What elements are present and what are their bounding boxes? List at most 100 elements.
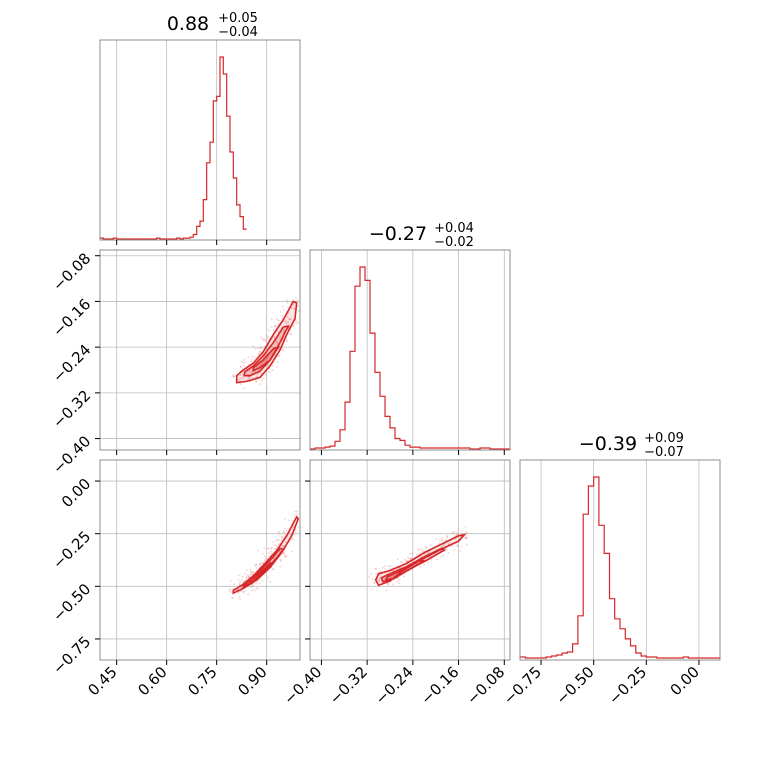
sample-point bbox=[245, 577, 248, 580]
sample-point bbox=[240, 365, 242, 368]
sample-point bbox=[260, 347, 263, 349]
sample-point bbox=[228, 588, 231, 591]
sample-point bbox=[280, 560, 282, 563]
panel-frame-0-1 bbox=[99, 249, 301, 451]
sample-point bbox=[271, 364, 274, 367]
y-tick-label-1-3: −0.16 bbox=[49, 295, 94, 340]
sample-point bbox=[255, 379, 258, 382]
sample-point bbox=[247, 376, 250, 379]
x-tick-label-0-3: 0.90 bbox=[234, 663, 270, 699]
sample-point bbox=[436, 558, 438, 561]
sample-point bbox=[285, 541, 287, 544]
sample-point bbox=[290, 333, 292, 335]
sample-point bbox=[251, 355, 254, 357]
sample-point bbox=[274, 544, 277, 546]
sample-point bbox=[273, 336, 276, 339]
sample-point bbox=[271, 369, 274, 372]
sample-point bbox=[286, 529, 288, 532]
sample-point bbox=[418, 553, 421, 555]
sample-point bbox=[430, 558, 433, 561]
panel-frame-hist-0 bbox=[99, 39, 301, 241]
sample-point bbox=[264, 340, 267, 342]
sample-point bbox=[297, 526, 299, 529]
sample-point bbox=[410, 558, 412, 560]
sample-point bbox=[411, 557, 413, 560]
sample-point bbox=[255, 567, 258, 569]
param-error-minus-2: −0.07 bbox=[644, 445, 684, 460]
sample-point bbox=[464, 526, 467, 528]
x-tick-label-0-2: 0.75 bbox=[184, 663, 220, 699]
sample-point bbox=[239, 590, 242, 593]
histogram-0 bbox=[100, 56, 247, 240]
sample-point bbox=[274, 325, 277, 328]
sample-point bbox=[258, 563, 261, 566]
sample-point bbox=[456, 544, 459, 547]
sample-point bbox=[374, 567, 377, 570]
sample-point bbox=[231, 596, 233, 599]
sample-point bbox=[402, 575, 405, 578]
sample-point bbox=[403, 558, 406, 561]
sample-point bbox=[232, 597, 235, 600]
sample-point bbox=[266, 335, 269, 338]
x-tick-label-2-1: −0.50 bbox=[552, 663, 597, 708]
sample-point bbox=[250, 371, 253, 374]
sample-point bbox=[368, 576, 370, 578]
sample-point bbox=[257, 347, 259, 350]
sample-point bbox=[237, 574, 240, 577]
sample-point bbox=[281, 348, 284, 351]
sample-point bbox=[276, 545, 278, 547]
sample-point bbox=[281, 535, 283, 538]
sample-point bbox=[255, 587, 258, 589]
sample-point bbox=[285, 320, 287, 323]
sample-point bbox=[383, 577, 386, 580]
sample-point bbox=[255, 582, 257, 585]
sample-point bbox=[278, 539, 281, 541]
sample-point bbox=[378, 578, 381, 581]
param-title-0: 0.88 bbox=[167, 13, 209, 35]
sample-point bbox=[292, 324, 295, 327]
sample-point bbox=[242, 580, 245, 583]
sample-point bbox=[258, 351, 261, 353]
sample-point bbox=[278, 319, 280, 322]
sample-point bbox=[268, 552, 270, 554]
sample-point bbox=[251, 571, 254, 574]
sample-point bbox=[264, 555, 266, 558]
sample-point bbox=[286, 315, 288, 318]
sample-point bbox=[429, 544, 432, 547]
sample-point bbox=[425, 546, 428, 549]
sample-point bbox=[277, 543, 280, 546]
sample-point bbox=[283, 328, 285, 331]
sample-point bbox=[243, 387, 245, 390]
panel-frame-1-2 bbox=[309, 459, 511, 661]
sample-point bbox=[277, 330, 280, 333]
sample-point bbox=[441, 545, 444, 548]
sample-point bbox=[280, 539, 283, 541]
sample-point bbox=[284, 320, 287, 323]
sample-point bbox=[250, 571, 253, 574]
sample-point bbox=[270, 547, 273, 550]
x-tick-label-2-0: −0.75 bbox=[500, 663, 545, 708]
sample-point bbox=[263, 547, 266, 549]
sample-point bbox=[286, 306, 289, 309]
sample-point bbox=[243, 572, 246, 575]
sample-point bbox=[284, 554, 286, 557]
param-title-2: −0.39 bbox=[579, 433, 637, 455]
sample-point bbox=[264, 360, 267, 363]
sample-point bbox=[282, 305, 285, 308]
panel-frame-hist-2 bbox=[519, 459, 721, 661]
sample-point bbox=[287, 527, 289, 530]
sample-point bbox=[378, 580, 381, 582]
sample-point bbox=[258, 369, 260, 371]
sample-point bbox=[245, 576, 248, 579]
sample-point bbox=[251, 573, 254, 575]
sample-point bbox=[274, 547, 276, 550]
sample-point bbox=[451, 545, 453, 548]
sample-point bbox=[241, 376, 244, 379]
sample-point bbox=[465, 531, 468, 533]
sample-point bbox=[382, 566, 384, 569]
sample-point bbox=[419, 565, 421, 568]
sample-point bbox=[297, 310, 300, 312]
sample-point bbox=[281, 315, 284, 317]
sample-point bbox=[249, 570, 252, 573]
sample-point bbox=[231, 591, 233, 593]
